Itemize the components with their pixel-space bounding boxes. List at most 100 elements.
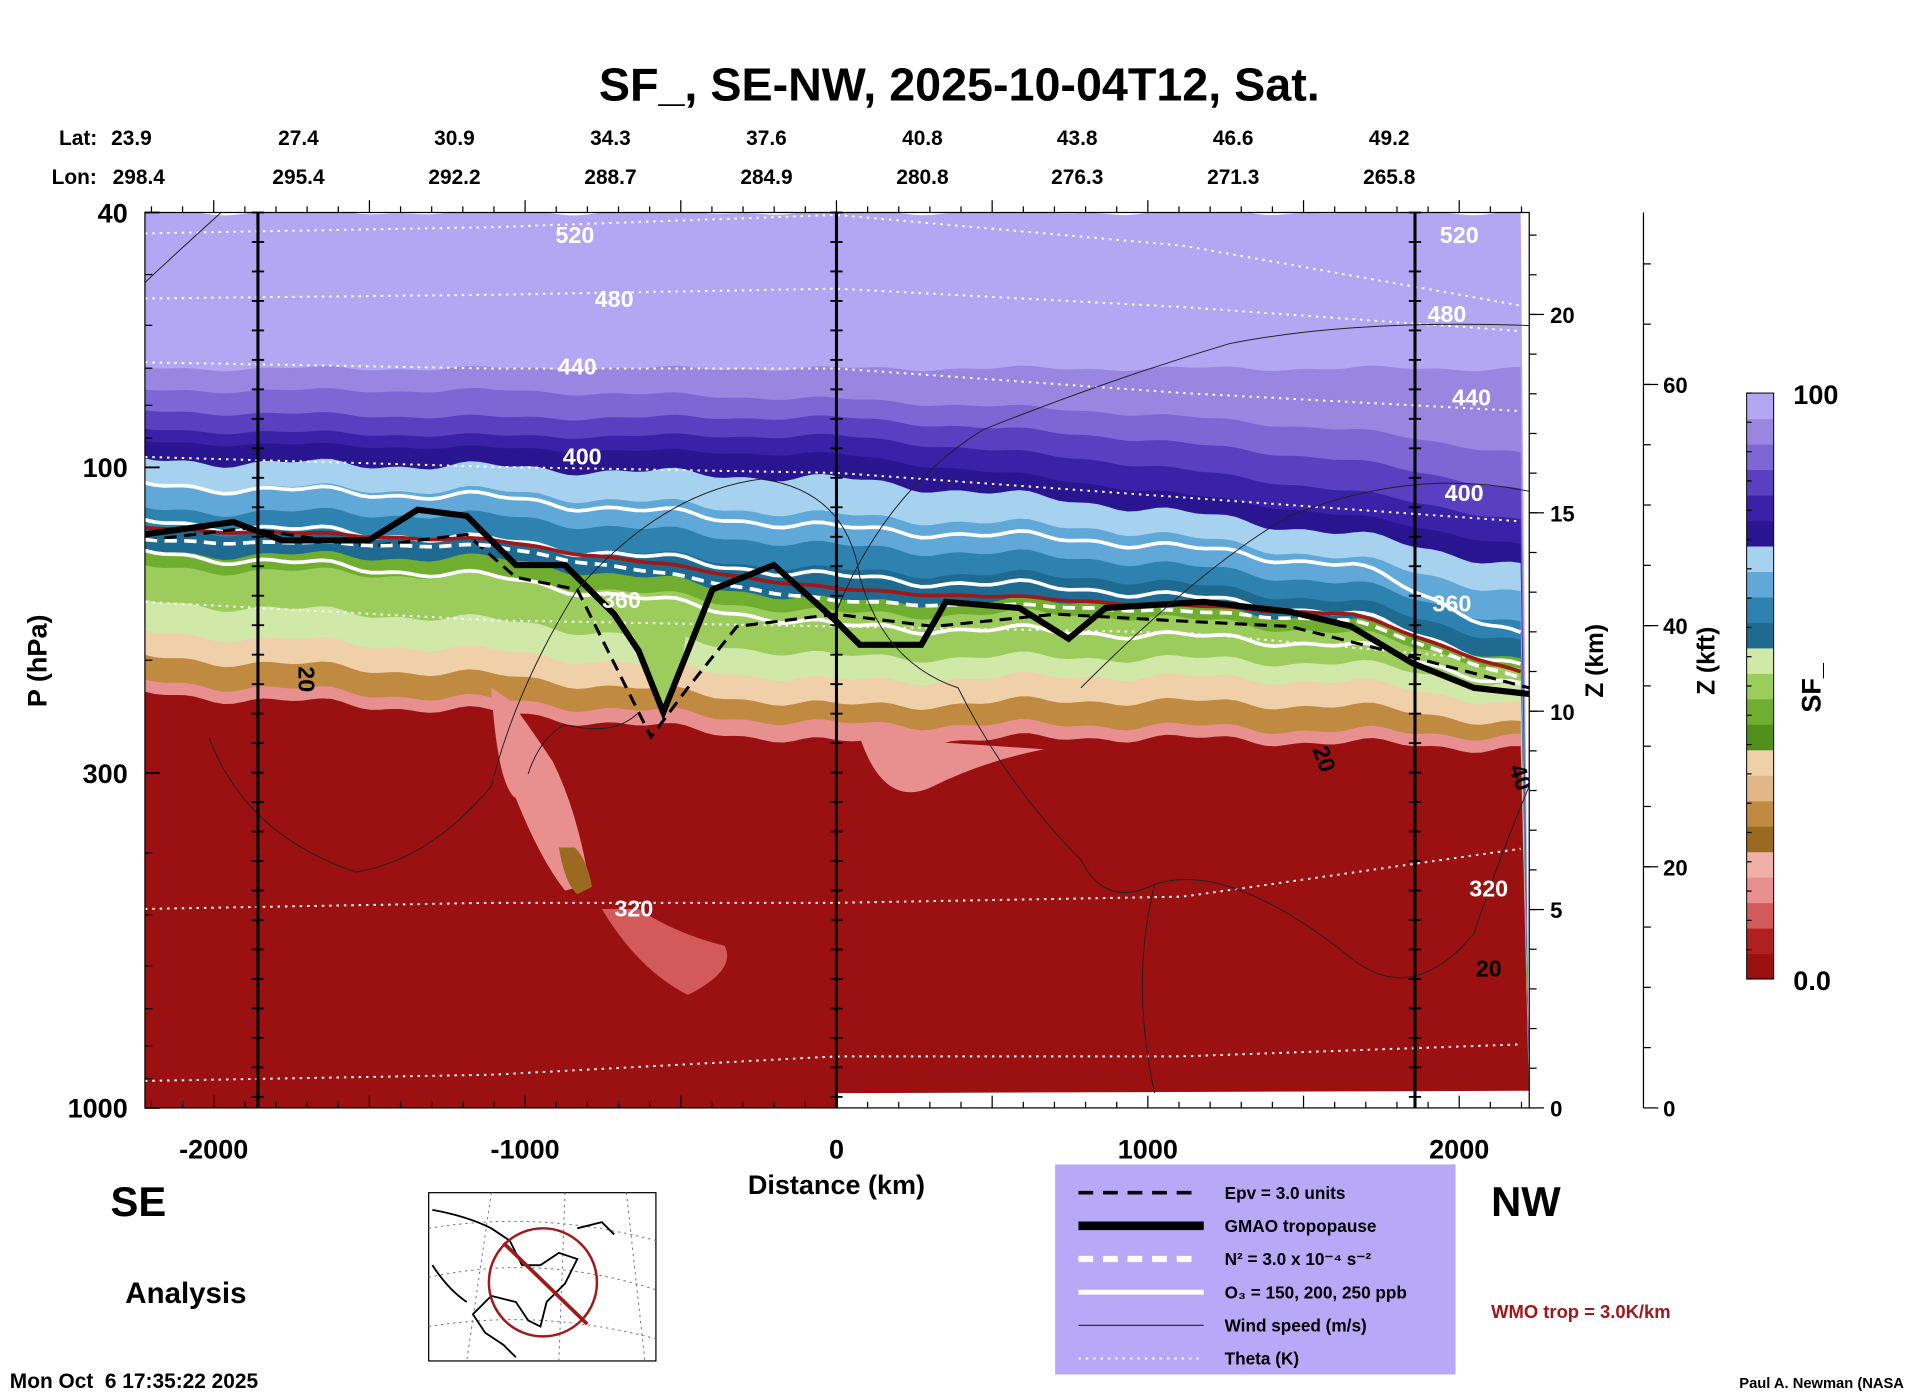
zkft-axis-label: Z (kft) bbox=[1694, 627, 1721, 695]
wind-speed-contour bbox=[144, 212, 222, 283]
theta-label: 480 bbox=[595, 286, 634, 312]
colorbar-segment bbox=[1746, 724, 1774, 751]
theta-label: 400 bbox=[563, 443, 602, 469]
wind-speed-contour bbox=[1080, 482, 1530, 689]
colorbar-segment bbox=[1746, 494, 1774, 522]
colorbar-segment bbox=[1746, 749, 1774, 776]
location-map-inset bbox=[428, 1192, 657, 1362]
lon-value: 271.3 bbox=[1207, 166, 1259, 189]
zkm-tick-label: 20 bbox=[1550, 303, 1575, 328]
colorbar-segment bbox=[1746, 545, 1774, 572]
lat-value: 27.4 bbox=[278, 127, 319, 150]
lon-value: 288.7 bbox=[584, 166, 636, 189]
colorbar-max: 100 bbox=[1793, 380, 1838, 410]
sf-plume bbox=[859, 736, 1045, 793]
theta-label: 520 bbox=[555, 222, 594, 248]
colorbar-segment bbox=[1746, 775, 1774, 802]
theta-label: 320 bbox=[1469, 876, 1508, 902]
lon-value: 284.9 bbox=[740, 166, 792, 189]
colorbar-segment bbox=[1746, 902, 1774, 929]
colorbar-segment bbox=[1746, 647, 1774, 674]
legend-o3: O₃ = 150, 200, 250 ppb bbox=[1225, 1282, 1407, 1302]
map-range-circle bbox=[487, 1227, 599, 1338]
colorbar-segment bbox=[1746, 826, 1774, 853]
ozone-contour bbox=[144, 548, 1521, 685]
gmao-tropopause-line bbox=[144, 506, 1530, 721]
colorbar-segment bbox=[1746, 800, 1774, 827]
wind-speed-label: 20 bbox=[1476, 955, 1502, 981]
ozone-contour bbox=[144, 481, 1522, 635]
lon-value: 295.4 bbox=[272, 166, 325, 189]
legend-n2: N² = 3.0 x 10⁻⁴ s⁻² bbox=[1225, 1249, 1372, 1269]
zkm-tick-label: 0 bbox=[1550, 1097, 1562, 1122]
colorbar-segment bbox=[1746, 851, 1774, 878]
colorbar-segment bbox=[1746, 622, 1774, 649]
legend-epv: Epv = 3.0 units bbox=[1225, 1183, 1346, 1203]
colorbar-segment bbox=[1746, 596, 1774, 623]
se-label: SE bbox=[111, 1178, 167, 1225]
lat-value: 46.6 bbox=[1213, 127, 1254, 150]
wind-speed-contour bbox=[834, 323, 1530, 615]
theta-contour bbox=[144, 1043, 1521, 1082]
lon-label: Lon: bbox=[52, 166, 97, 189]
timestamp: Mon Oct 6 17:35:22 2025 bbox=[10, 1370, 259, 1393]
legend-wind: Wind speed (m/s) bbox=[1225, 1315, 1367, 1335]
lat-value: 23.9 bbox=[111, 127, 152, 150]
theta-contour bbox=[144, 455, 1521, 523]
colorbar-segment bbox=[1746, 877, 1774, 904]
wind-speed-contour bbox=[527, 712, 640, 774]
wind-speed-contour bbox=[1141, 785, 1530, 1094]
y-tick-label: 1000 bbox=[68, 1094, 128, 1124]
zkft-tick-label: 0 bbox=[1663, 1097, 1675, 1122]
y-axis-label: P (hPa) bbox=[23, 615, 53, 708]
y-tick-label: 300 bbox=[83, 759, 128, 789]
theta-label: 480 bbox=[1427, 301, 1466, 327]
x-tick-label: 0 bbox=[829, 1134, 844, 1164]
wind-speed-label: 20 bbox=[293, 666, 319, 692]
n2-line bbox=[144, 537, 1522, 680]
theta-label: 400 bbox=[1445, 480, 1484, 506]
x-tick-label: -1000 bbox=[491, 1134, 560, 1164]
theta-contour bbox=[144, 847, 1521, 910]
legend-theta: Theta (K) bbox=[1225, 1349, 1299, 1369]
zkft-tick-label: 40 bbox=[1663, 614, 1688, 639]
colorbar-segment bbox=[1746, 698, 1774, 725]
colorbar-segment bbox=[1746, 393, 1774, 420]
lat-value: 43.8 bbox=[1057, 127, 1098, 150]
colorbar-segment bbox=[1746, 444, 1774, 471]
x-axis-label: Distance (km) bbox=[748, 1170, 925, 1200]
x-tick-label: -2000 bbox=[179, 1134, 248, 1164]
wind-speed-contour bbox=[208, 478, 1155, 893]
theta-label: 520 bbox=[1440, 222, 1479, 248]
lat-value: 40.8 bbox=[902, 127, 943, 150]
lat-value: 37.6 bbox=[746, 127, 787, 150]
theta-label: 360 bbox=[602, 587, 641, 613]
sf-plume bbox=[491, 687, 590, 891]
legend: Epv = 3.0 units GMAO tropopause N² = 3.0… bbox=[1055, 1164, 1456, 1375]
y-tick-label: 40 bbox=[98, 198, 128, 228]
section-line bbox=[502, 1241, 589, 1326]
colorbar-segment bbox=[1746, 571, 1774, 598]
lon-value: 265.8 bbox=[1363, 166, 1415, 189]
zkm-tick-label: 5 bbox=[1550, 898, 1562, 923]
lat-label: Lat: bbox=[59, 127, 97, 150]
colorbar-segment bbox=[1746, 953, 1774, 980]
colorbar-segment bbox=[1746, 520, 1774, 547]
theta-contour bbox=[144, 361, 1521, 413]
legend-tropopause: GMAO tropopause bbox=[1225, 1216, 1377, 1236]
theta-contour bbox=[144, 287, 1521, 333]
x-tick-label: 1000 bbox=[1118, 1134, 1178, 1164]
chart-title: SF_, SE-NW, 2025-10-04T12, Sat. bbox=[599, 59, 1320, 111]
sf-plume bbox=[558, 847, 593, 895]
lat-value: 30.9 bbox=[434, 127, 475, 150]
zkm-tick-label: 10 bbox=[1550, 700, 1575, 725]
theta-label: 320 bbox=[614, 895, 653, 921]
colorbar-label: SF_ bbox=[1796, 662, 1826, 713]
theta-label: 360 bbox=[1432, 591, 1471, 617]
zkm-axis-label: Z (km) bbox=[1582, 624, 1609, 698]
zkft-tick-label: 60 bbox=[1663, 373, 1688, 398]
lon-value: 298.4 bbox=[113, 166, 166, 189]
epv-line bbox=[144, 526, 1530, 740]
plot-area: 520 480 440 400 360 320 520 480 440 400 360 320 20 20… bbox=[144, 212, 1530, 1108]
